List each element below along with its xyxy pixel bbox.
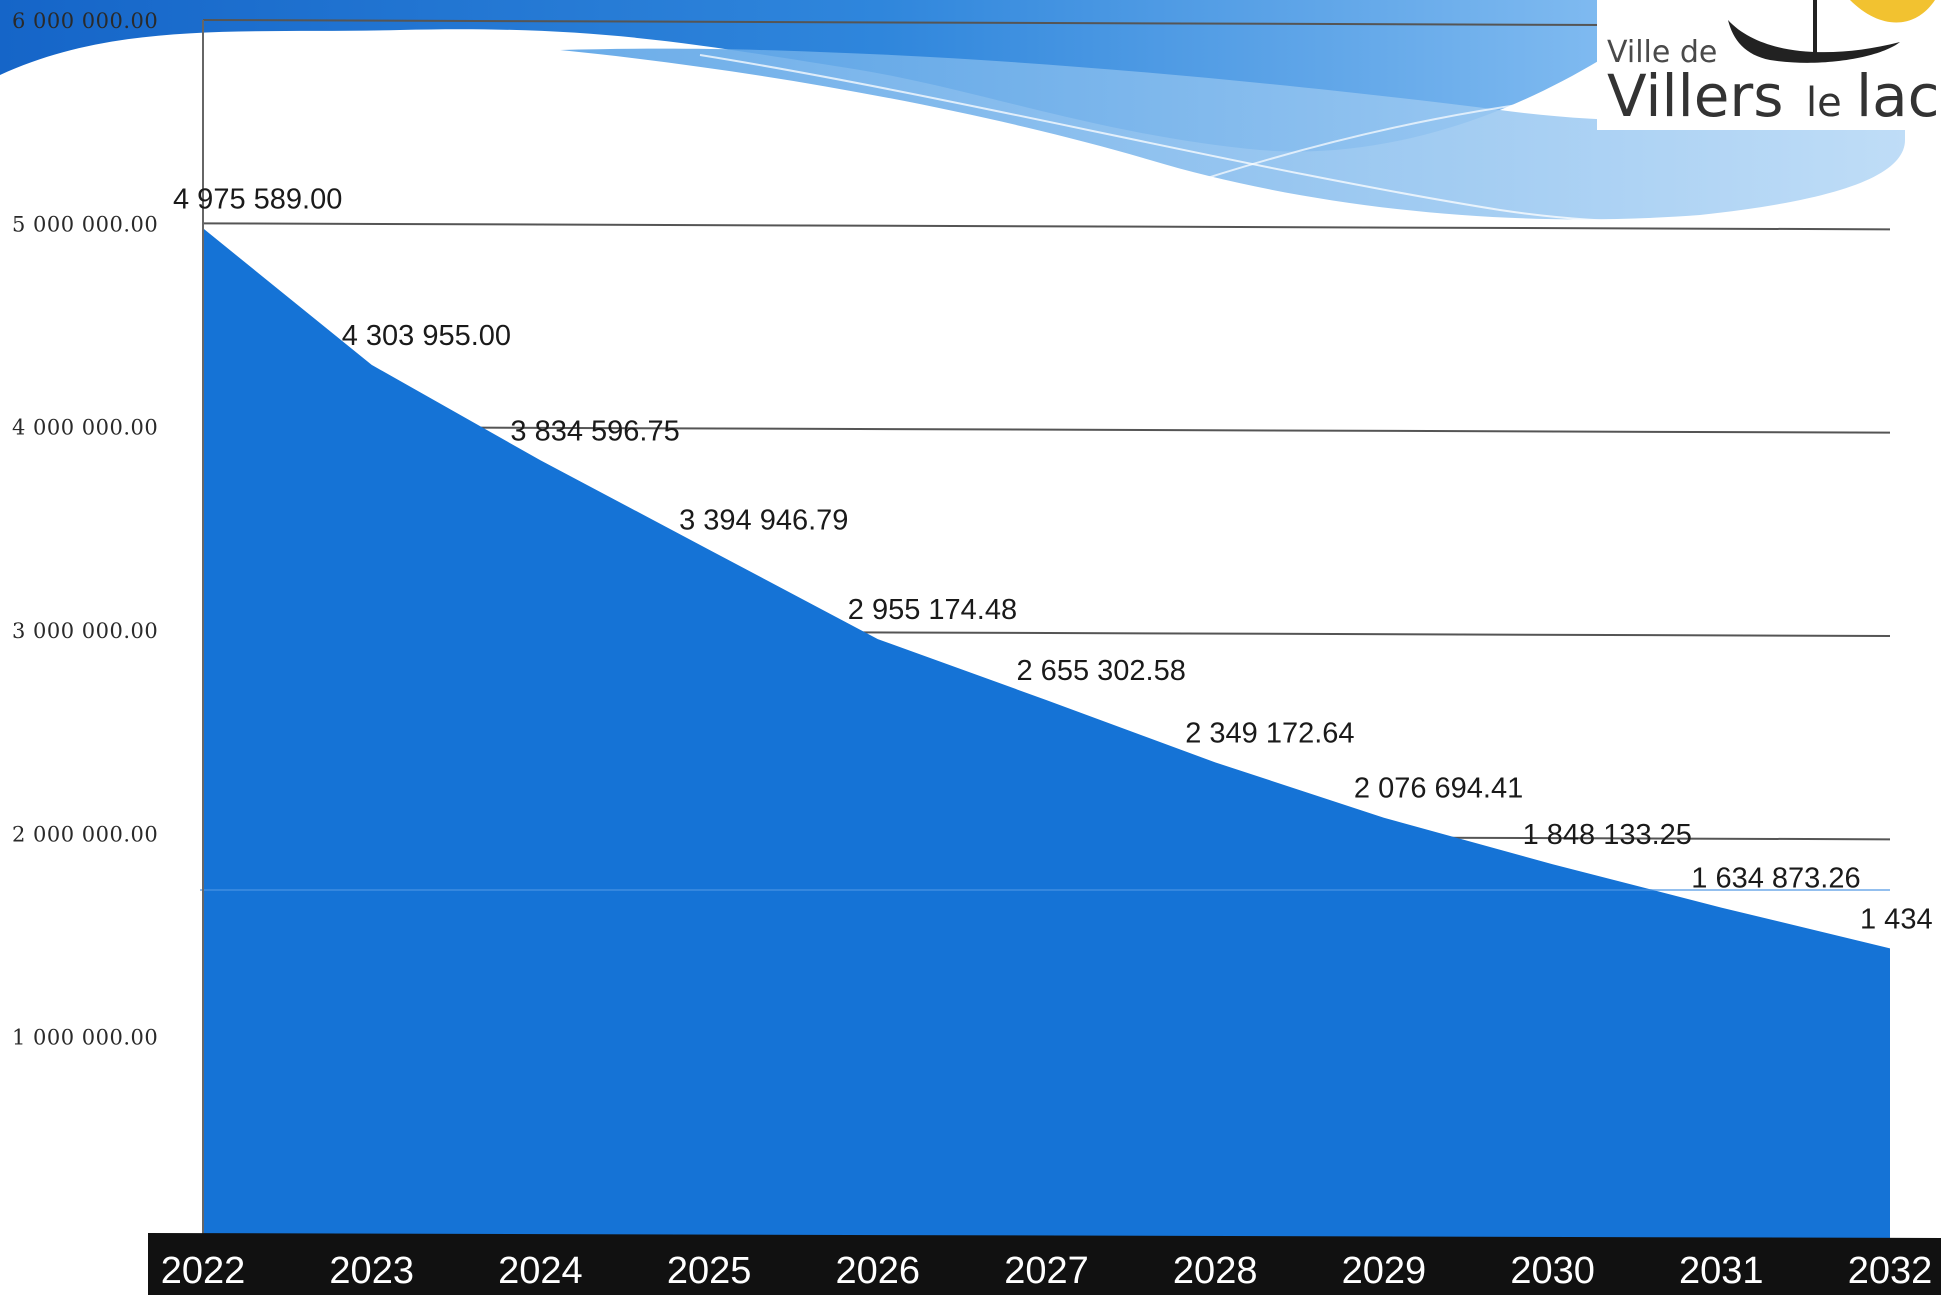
- logo-sun-icon: [1850, 0, 1935, 23]
- y-axis-tick-labels: 1 000 000.00 2 000 000.00 3 000 000.00 4 00…: [12, 9, 158, 1050]
- y-tick-label: 3 000 000.00: [12, 619, 158, 643]
- x-axis-tick-labels: 2022 2023 2024 2025 2026 2027 2028 2029 2030 2031…: [161, 1250, 1933, 1292]
- x-tick-label: 2024: [498, 1250, 583, 1292]
- logo-word-villers: Villers: [1607, 62, 1784, 130]
- x-tick-label: 2028: [1173, 1250, 1258, 1292]
- header-wave-thin-line-1: [699, 54, 1761, 223]
- data-label: 2 655 302.58: [1017, 655, 1186, 687]
- data-label: 3 394 946.79: [679, 505, 848, 537]
- data-label: 2 955 174.48: [848, 594, 1017, 626]
- data-label: 1 434 472.15: [1860, 903, 1941, 935]
- data-label: 4 975 589.00: [173, 183, 342, 215]
- data-labels: 4 975 589.00 4 303 955.00 3 834 596.75 3 39…: [173, 183, 1941, 935]
- y-tick-label: 4 000 000.00: [12, 416, 158, 440]
- data-label: 2 076 694.41: [1354, 773, 1523, 805]
- x-tick-label: 2032: [1848, 1250, 1933, 1292]
- x-tick-label: 2022: [161, 1250, 246, 1292]
- gridline: [202, 222, 1891, 231]
- data-label: 4 303 955.00: [342, 320, 511, 352]
- logo-word-lac: lac: [1856, 62, 1940, 130]
- y-tick-label: 6 000 000.00: [12, 9, 158, 33]
- header-wave-decoration: [0, 0, 1905, 223]
- logo-word-le: le: [1806, 80, 1842, 126]
- data-label: 1 848 133.25: [1523, 819, 1692, 851]
- x-tick-label: 2025: [667, 1250, 752, 1292]
- x-tick-label: 2027: [1004, 1250, 1089, 1292]
- data-label: 2 349 172.64: [1185, 717, 1354, 749]
- area-series: [203, 228, 1890, 1241]
- x-tick-label: 2026: [836, 1250, 921, 1292]
- gridline: [202, 425, 1891, 434]
- logo-line-ville-de: Ville de: [1607, 35, 1717, 70]
- data-label: 3 834 596.75: [510, 415, 679, 447]
- data-label: 1 634 873.26: [1691, 863, 1860, 895]
- x-tick-label: 2031: [1679, 1250, 1764, 1292]
- x-axis-band: [148, 1233, 1941, 1295]
- x-tick-label: 2029: [1342, 1250, 1427, 1292]
- y-tick-label: 1 000 000.00: [12, 1026, 158, 1050]
- logo-boat-hull-icon: [1728, 20, 1900, 63]
- villers-le-lac-logo: Ville de Villers le lac: [1597, 0, 1941, 130]
- x-tick-label: 2030: [1510, 1250, 1595, 1292]
- logo-background: [1597, 0, 1941, 130]
- y-tick-label: 2 000 000.00: [12, 822, 158, 846]
- y-tick-label: 5 000 000.00: [12, 212, 158, 236]
- x-tick-label: 2023: [329, 1250, 414, 1292]
